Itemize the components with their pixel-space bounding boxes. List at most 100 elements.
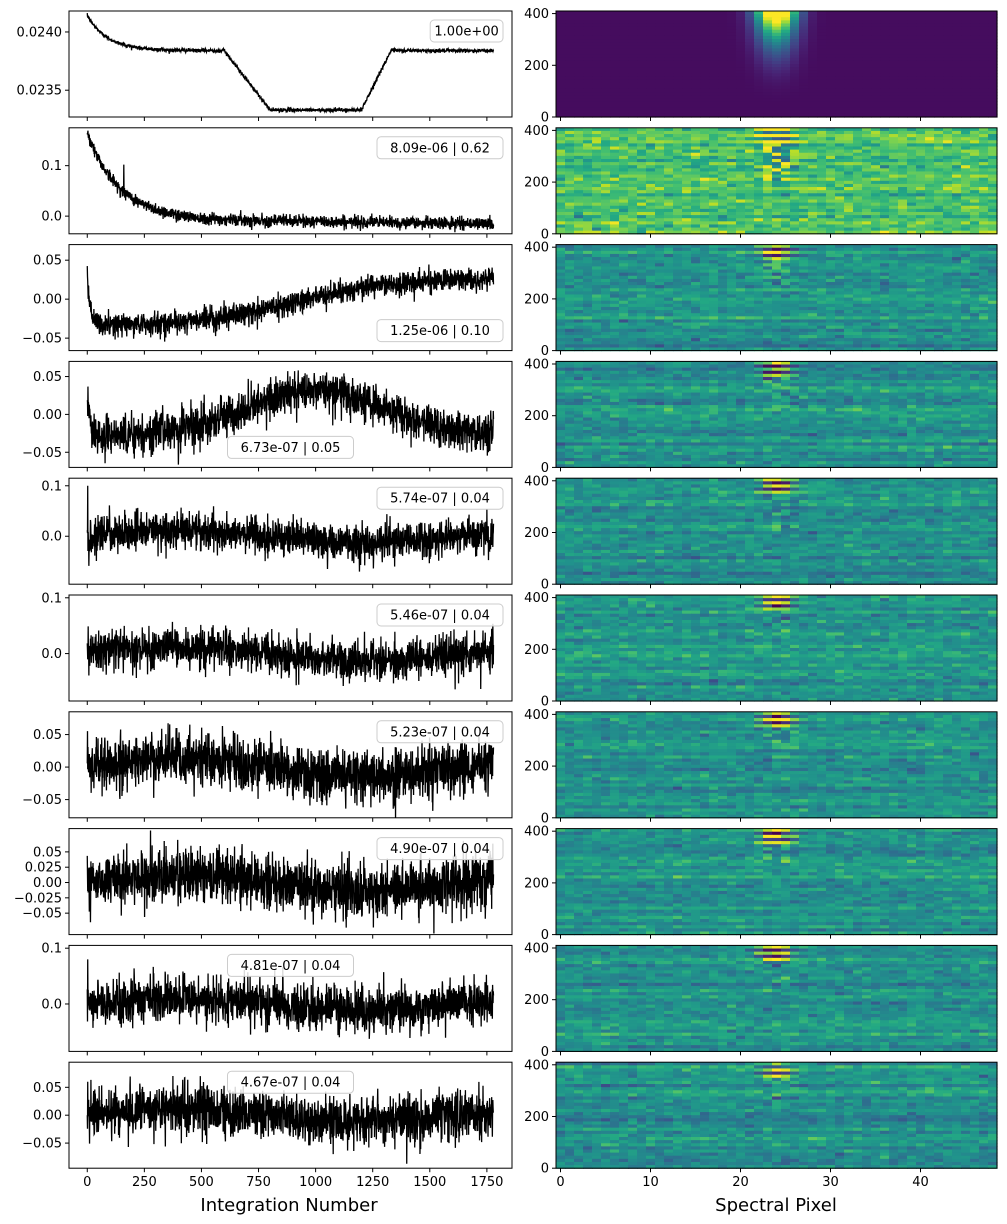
y-tick-label: 0 bbox=[541, 227, 549, 242]
heatmap-panel: 0 200 400 bbox=[524, 825, 998, 943]
light-curve-series bbox=[86, 485, 495, 572]
line-panel: −0.05 0.00 0.05 6.73e-07 | 0.05 bbox=[22, 360, 513, 472]
heatmap-panel: 0 200 400 bbox=[524, 241, 998, 359]
y-tick-label: 200 bbox=[524, 59, 549, 74]
line-panel: −0.05 0.00 0.05 5.23e-07 | 0.04 bbox=[22, 711, 513, 822]
y-tick-label: 0 bbox=[541, 578, 549, 593]
line-panel-frame bbox=[68, 711, 513, 819]
heatmap-panel: 0 200 400 bbox=[524, 941, 998, 1060]
y-tick-label: 0.0 bbox=[41, 997, 62, 1012]
y-tick-label: 0 bbox=[541, 1162, 549, 1177]
annotation-text: 8.09e-06 | 0.62 bbox=[390, 141, 490, 156]
y-tick-label: 0.00 bbox=[33, 876, 62, 891]
y-tick-label: 200 bbox=[524, 1110, 549, 1125]
heatmap-panel: 0 200 400 bbox=[524, 7, 998, 126]
x-tick-label: 1500 bbox=[413, 1175, 446, 1190]
line-panel: 0.0 0.1 5.74e-07 | 0.04 bbox=[41, 477, 513, 589]
y-tick-label: 0.1 bbox=[41, 591, 62, 606]
annotation-box: 8.09e-06 | 0.62 bbox=[376, 136, 504, 160]
y-tick-label: 200 bbox=[524, 760, 549, 775]
y-tick-label: 400 bbox=[524, 357, 549, 372]
annotation-box: 4.81e-07 | 0.04 bbox=[227, 953, 354, 977]
y-tick-label: 0.00 bbox=[33, 408, 62, 423]
heatmap-frame bbox=[555, 711, 998, 819]
annotation-box: 1.25e-06 | 0.10 bbox=[376, 319, 504, 343]
y-tick-label: 0.1 bbox=[41, 479, 62, 494]
line-panel-frame bbox=[68, 244, 513, 352]
heatmap-panel: 0 200 400 bbox=[524, 708, 998, 826]
annotation-text: 1.00e+00 bbox=[434, 25, 498, 40]
annotation-box: 4.90e-07 | 0.04 bbox=[376, 837, 504, 861]
light-curve-series bbox=[86, 370, 495, 465]
x-tick-label: 20 bbox=[732, 1175, 749, 1190]
x-tick-label: 0 bbox=[83, 1175, 91, 1190]
y-tick-label: 0 bbox=[541, 928, 549, 943]
annotation-box: 4.67e-07 | 0.04 bbox=[227, 1070, 354, 1094]
heatmap-frame bbox=[555, 477, 998, 585]
y-tick-label: 200 bbox=[524, 876, 549, 891]
y-tick-label: 0 bbox=[541, 461, 549, 476]
y-tick-label: 0.00 bbox=[33, 761, 62, 776]
right-x-axis-title: Spectral Pixel bbox=[715, 1195, 837, 1216]
line-panel-frame bbox=[68, 828, 513, 936]
annotation-text: 4.81e-07 | 0.04 bbox=[241, 959, 341, 974]
y-tick-label: 0.1 bbox=[41, 942, 62, 957]
annotation-box: 6.73e-07 | 0.05 bbox=[227, 435, 354, 459]
y-tick-label: 0 bbox=[541, 111, 549, 126]
y-tick-label: 0.05 bbox=[33, 254, 62, 269]
annotation-text: 4.67e-07 | 0.04 bbox=[241, 1076, 341, 1091]
line-panel: −0.05 0.00 0.05 0 250 500 750 1000 1250 1500 1750 4… bbox=[22, 1061, 513, 1190]
y-tick-label: 400 bbox=[524, 241, 549, 256]
annotation-text: 5.74e-07 | 0.04 bbox=[390, 492, 490, 507]
line-panel: 0.0 0.1 4.81e-07 | 0.04 bbox=[41, 942, 513, 1056]
y-tick-label: 0.0 bbox=[41, 210, 62, 225]
light-curve-series bbox=[86, 621, 495, 690]
heatmap-panel: 0 200 400 bbox=[524, 124, 998, 242]
y-tick-label: 400 bbox=[524, 941, 549, 956]
y-tick-label: 400 bbox=[524, 7, 549, 22]
line-panel: 0.0 0.1 8.09e-06 | 0.62 bbox=[41, 127, 513, 238]
y-tick-label: 200 bbox=[524, 993, 549, 1008]
x-tick-label: 30 bbox=[822, 1175, 839, 1190]
heatmap-panel: 0 200 400 bbox=[524, 474, 998, 593]
x-tick-label: 500 bbox=[189, 1175, 214, 1190]
annotation-box: 5.74e-07 | 0.04 bbox=[376, 486, 504, 510]
y-tick-label: 200 bbox=[524, 643, 549, 658]
light-curve-series bbox=[86, 830, 495, 934]
light-curve-series bbox=[86, 130, 495, 233]
y-tick-label: −0.05 bbox=[22, 446, 62, 461]
heatmap-panel: 0 200 400 0 10 20 30 40 bbox=[524, 1058, 998, 1190]
annotation-text: 6.73e-07 | 0.05 bbox=[241, 441, 341, 456]
y-tick-label: 0.05 bbox=[33, 845, 62, 860]
y-tick-label: 400 bbox=[524, 825, 549, 840]
y-tick-label: 0.05 bbox=[33, 728, 62, 743]
x-tick-label: 1750 bbox=[470, 1175, 503, 1190]
annotation-text: 5.23e-07 | 0.04 bbox=[390, 725, 490, 740]
heatmap-frame bbox=[555, 360, 998, 468]
y-tick-label: 200 bbox=[524, 176, 549, 191]
line-panel-frame bbox=[68, 127, 513, 235]
y-tick-label: 0.0240 bbox=[17, 25, 63, 40]
y-tick-label: 400 bbox=[524, 591, 549, 606]
y-tick-label: 0.05 bbox=[33, 370, 62, 385]
line-panel: −0.05 0.00 0.05 1.25e-06 | 0.10 bbox=[22, 244, 513, 355]
y-tick-label: 0.0 bbox=[41, 530, 62, 545]
light-curve-series bbox=[86, 1076, 494, 1164]
light-curve-series bbox=[86, 13, 495, 114]
y-tick-label: 200 bbox=[524, 526, 549, 541]
x-tick-label: 0 bbox=[556, 1175, 564, 1190]
y-tick-label: 400 bbox=[524, 474, 549, 489]
x-tick-label: 40 bbox=[912, 1175, 929, 1190]
x-tick-label: 10 bbox=[642, 1175, 659, 1190]
annotation-text: 4.90e-07 | 0.04 bbox=[390, 842, 490, 857]
heatmap-panel: 0 200 400 bbox=[524, 591, 998, 710]
y-tick-label: 200 bbox=[524, 292, 549, 307]
y-tick-label: 400 bbox=[524, 1058, 549, 1073]
light-curve-series bbox=[86, 959, 495, 1039]
annotation-box: 5.46e-07 | 0.04 bbox=[376, 603, 504, 627]
heatmap-frame bbox=[555, 828, 998, 936]
heatmap-frame bbox=[555, 10, 998, 118]
line-panel-frame bbox=[68, 944, 513, 1052]
